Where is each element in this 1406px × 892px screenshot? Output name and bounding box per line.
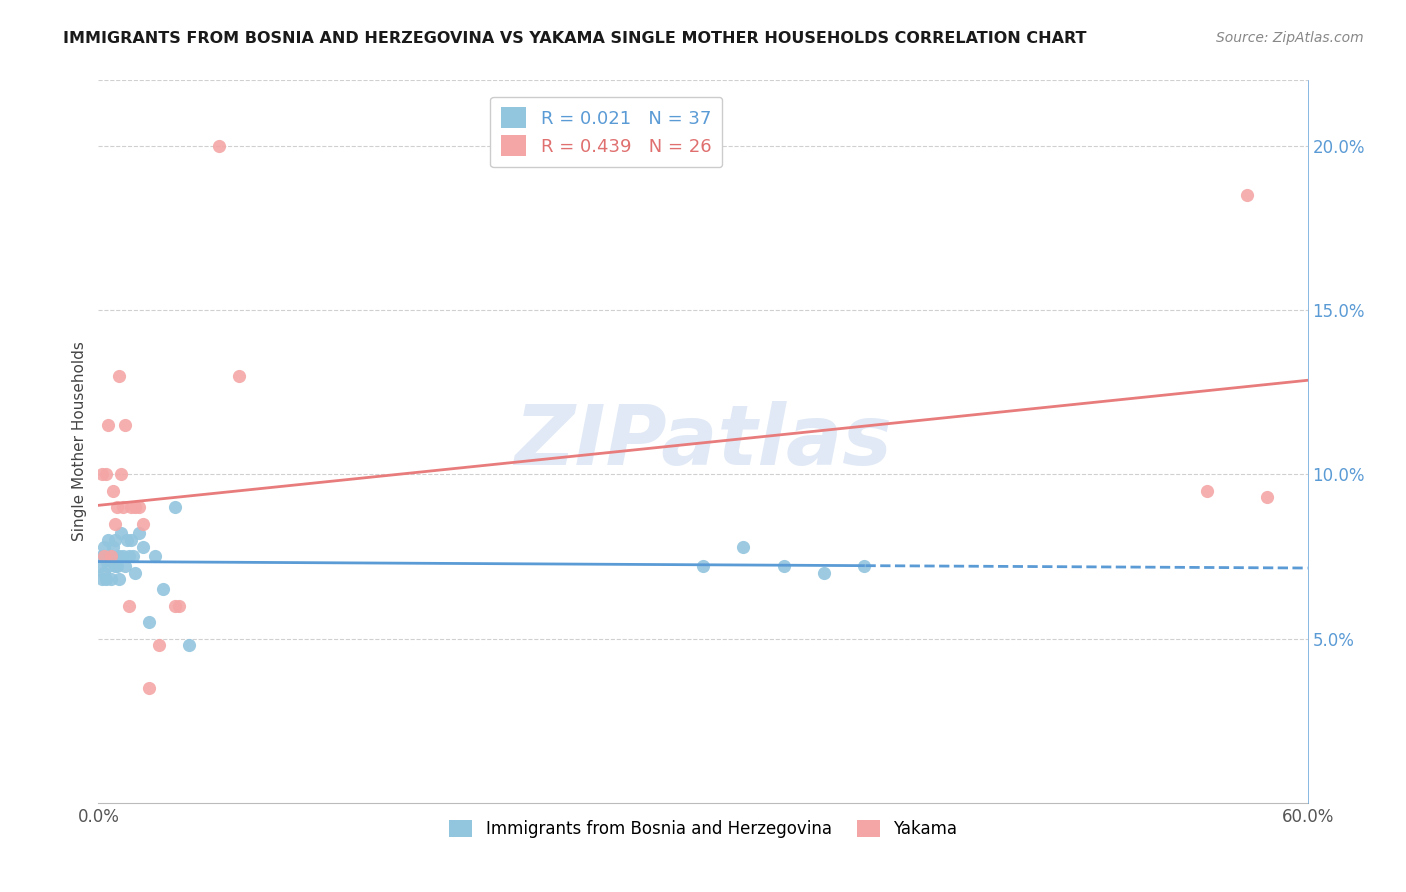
Point [107,573,129,587]
Point [138,615,160,630]
Point [93,566,115,580]
Point [167,599,190,613]
Point [100,549,122,564]
Point [1256,491,1278,505]
Point [132,540,155,554]
Point [91,467,114,482]
Point [228,368,250,383]
Point [97,418,120,433]
Point [163,500,186,515]
Text: IMMIGRANTS FROM BOSNIA AND HERZEGOVINA VS YAKAMA SINGLE MOTHER HOUSEHOLDS CORREL: IMMIGRANTS FROM BOSNIA AND HERZEGOVINA V… [63,31,1087,46]
Point [120,533,142,547]
Point [143,549,166,564]
Point [105,500,128,515]
Point [179,638,201,652]
Point [124,500,146,515]
Point [138,681,160,695]
Point [118,599,141,613]
Point [128,526,150,541]
Point [100,549,122,564]
Point [152,582,174,597]
Legend: Immigrants from Bosnia and Herzegovina, Yakama: Immigrants from Bosnia and Herzegovina, … [441,814,965,845]
Point [91,549,114,564]
Point [111,549,134,564]
Point [118,549,141,564]
Point [111,500,134,515]
Point [103,533,125,547]
Point [121,549,143,564]
Point [1236,188,1258,202]
Text: Source: ZipAtlas.com: Source: ZipAtlas.com [1216,31,1364,45]
Point [101,540,124,554]
Point [96,553,118,567]
Point [115,533,138,547]
Point [853,559,876,574]
Point [124,566,146,580]
Point [114,418,136,433]
Point [107,368,129,383]
Point [813,566,835,580]
Point [103,516,125,531]
Point [120,500,142,515]
Point [101,483,124,498]
Point [128,500,150,515]
Point [208,139,231,153]
Point [91,573,114,587]
Point [733,540,755,554]
Point [93,549,115,564]
Point [97,533,120,547]
Point [100,573,122,587]
Point [93,540,115,554]
Point [110,467,132,482]
Point [132,516,155,531]
Point [110,526,132,541]
Point [105,559,128,574]
Point [96,573,118,587]
Point [148,638,170,652]
Point [103,559,125,574]
Point [163,599,186,613]
Text: ZIPatlas: ZIPatlas [515,401,891,482]
Point [97,559,120,574]
Point [772,559,794,574]
Point [114,559,136,574]
Y-axis label: Single Mother Households: Single Mother Households [72,342,87,541]
Point [1195,483,1218,498]
Point [96,467,118,482]
Point [692,559,714,574]
Point [107,549,129,564]
Point [89,559,111,574]
